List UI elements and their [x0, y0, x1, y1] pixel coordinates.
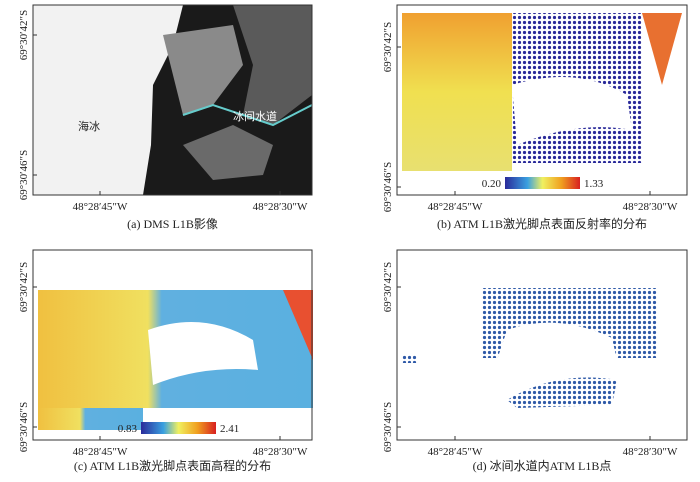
- y-tick-label: 69°30′42″S: [18, 10, 30, 61]
- x-tick-label: 48°28′45″W: [428, 446, 483, 458]
- y-tick-label: 69°30′46″S: [18, 150, 30, 201]
- elevation-field: [283, 290, 313, 360]
- y-tick-label: 69°30′42″S: [18, 262, 30, 313]
- image-annotation: 海冰: [78, 119, 100, 133]
- x-tick-label: 48°28′30″W: [253, 201, 308, 213]
- reflectance-field: [402, 13, 512, 171]
- x-tick-label: 48°28′30″W: [623, 446, 678, 458]
- y-tick-label: 69°30′42″S: [382, 22, 394, 73]
- y-tick-label: 69°30′42″S: [382, 262, 394, 313]
- caption: (d) 冰间水道内ATM L1B点: [473, 459, 612, 473]
- panel-frame: [396, 4, 688, 196]
- colorbar: [505, 177, 580, 189]
- panel: 48°28′45″W 48°28′30″W 69°30′42″S 69°30′46″S: [382, 249, 688, 458]
- caption: (b) ATM L1B激光脚点表面反射率的分布: [437, 216, 647, 231]
- x-tick-label: 48°28′30″W: [623, 201, 678, 213]
- panel: 48°28′45″W 48°28′30″W 69°30′42″S 69°30′46″S…: [382, 4, 688, 213]
- caption: (c) ATM L1B激光脚点表面高程的分布: [74, 458, 271, 473]
- elevation-field: [38, 408, 143, 430]
- colorbar-min: 0.20: [482, 178, 502, 190]
- ice-floe: [183, 125, 273, 180]
- lead-points: [402, 355, 417, 363]
- lead-gap: [148, 322, 258, 385]
- x-tick-label: 48°28′45″W: [73, 446, 128, 458]
- x-tick-label: 48°28′45″W: [73, 201, 128, 213]
- x-tick-label: 48°28′45″W: [428, 201, 483, 213]
- lead-edge: [182, 103, 313, 127]
- y-tick-label: 69°30′46″S: [382, 162, 394, 213]
- panel-frame: [32, 249, 313, 441]
- ice-floe: [233, 5, 312, 125]
- panel-frame: [32, 4, 313, 196]
- y-tick-label: 69°30′46″S: [382, 402, 394, 453]
- lead-gap: [512, 77, 632, 145]
- caption: (a) DMS L1B影像: [127, 217, 218, 231]
- panel: 48°28′45″W 48°28′30″W 69°30′42″S 69°30′46″S…: [18, 4, 313, 213]
- colorbar-max: 2.41: [220, 423, 239, 435]
- colorbar: [141, 422, 216, 434]
- reflectance-field: [642, 13, 682, 85]
- lead-points: [507, 377, 617, 408]
- panel-frame: [396, 249, 688, 441]
- colorbar-max: 1.33: [584, 178, 604, 190]
- panel: 48°28′45″W 48°28′30″W 69°30′42″S 69°30′46″S…: [18, 249, 313, 458]
- image-annotation: 冰间水道: [233, 109, 277, 123]
- lead-gap: [497, 322, 617, 360]
- ice-floe: [163, 25, 243, 115]
- colorbar-min: 0.83: [118, 423, 138, 435]
- y-tick-label: 69°30′46″S: [18, 402, 30, 453]
- sea-ice: [33, 5, 183, 195]
- x-tick-label: 48°28′30″W: [253, 446, 308, 458]
